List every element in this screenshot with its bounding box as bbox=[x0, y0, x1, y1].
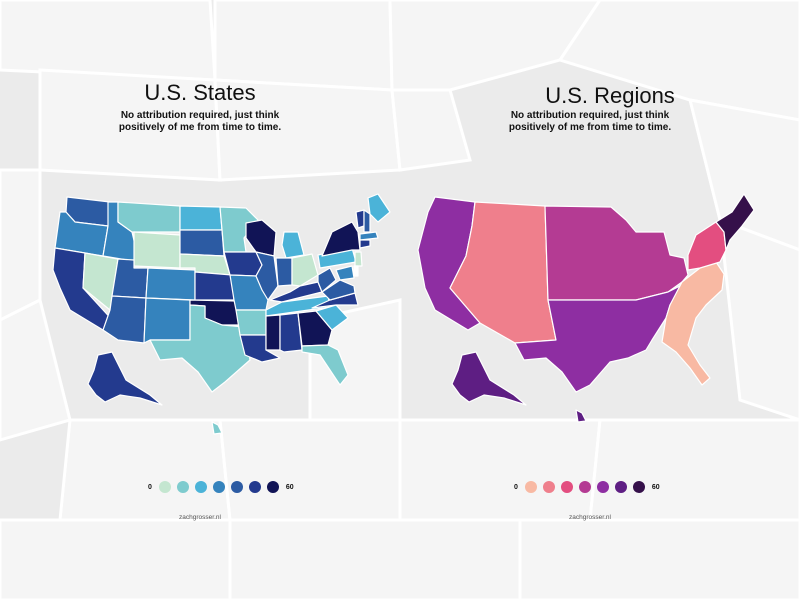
state-colorado[interactable] bbox=[145, 267, 196, 301]
states-legend-swatch-1 bbox=[158, 481, 171, 493]
regions-subtitle-line-1: No attribution required, just think bbox=[510, 110, 670, 121]
state-alabama[interactable] bbox=[279, 312, 303, 353]
state-north-carolina[interactable] bbox=[311, 292, 359, 309]
states-subtitle: No attribution required, just think posi… bbox=[0, 110, 400, 134]
states-legend-swatch-2 bbox=[176, 481, 189, 493]
states-legend: 0 60 bbox=[144, 480, 298, 494]
region-hawaii[interactable] bbox=[575, 409, 587, 423]
regions-legend-min: 0 bbox=[514, 483, 518, 491]
regions-legend-max: 60 bbox=[651, 483, 660, 491]
state-mississippi[interactable] bbox=[265, 314, 281, 351]
regions-legend-swatch-3 bbox=[560, 481, 573, 493]
region-south-atlantic[interactable] bbox=[661, 261, 725, 386]
regions-legend-swatch-5 bbox=[596, 481, 609, 493]
regions-panel: U.S. Regions No attribution required, ju… bbox=[400, 0, 800, 600]
states-legend-max: 60 bbox=[285, 483, 294, 491]
region-new-england[interactable] bbox=[715, 193, 755, 251]
state-vermont[interactable] bbox=[355, 209, 365, 229]
regions-credit: zachgrosser.nl bbox=[569, 514, 611, 521]
regions-legend: 0 60 bbox=[510, 480, 664, 494]
state-iowa[interactable] bbox=[223, 251, 263, 277]
state-maryland[interactable] bbox=[335, 265, 355, 281]
states-legend-swatch-6 bbox=[248, 481, 261, 493]
state-florida[interactable] bbox=[301, 344, 349, 386]
state-north-dakota[interactable] bbox=[179, 205, 223, 231]
state-georgia[interactable] bbox=[297, 310, 333, 347]
regions-legend-swatch-6 bbox=[614, 481, 627, 493]
regions-subtitle: No attribution required, just think posi… bbox=[390, 110, 790, 134]
us-states-map bbox=[52, 193, 391, 435]
region-mid-atlantic[interactable] bbox=[687, 221, 727, 271]
regions-title: U.S. Regions bbox=[545, 83, 675, 108]
states-legend-swatch-7 bbox=[266, 481, 279, 493]
state-delaware[interactable] bbox=[353, 265, 359, 277]
state-ohio[interactable] bbox=[291, 253, 319, 287]
state-michigan[interactable] bbox=[281, 231, 305, 259]
states-subtitle-line-1: No attribution required, just think bbox=[120, 110, 280, 121]
states-title: U.S. States bbox=[144, 80, 256, 105]
state-new-jersey[interactable] bbox=[354, 251, 363, 267]
state-arkansas[interactable] bbox=[235, 309, 267, 336]
state-hawaii[interactable] bbox=[211, 421, 223, 435]
regions-subtitle-line-2: positively of me from time to time. bbox=[508, 122, 672, 133]
state-indiana[interactable] bbox=[275, 257, 293, 287]
region-alaska[interactable] bbox=[451, 351, 527, 406]
state-illinois[interactable] bbox=[255, 251, 279, 301]
state-south-carolina[interactable] bbox=[315, 304, 349, 331]
regions-legend-swatch-4 bbox=[578, 481, 591, 493]
region-midwest[interactable] bbox=[544, 205, 689, 301]
state-new-mexico[interactable] bbox=[143, 297, 191, 344]
states-panel: U.S. States No attribution required, jus… bbox=[0, 80, 400, 521]
state-virginia[interactable] bbox=[321, 279, 356, 301]
regions-legend-swatch-7 bbox=[632, 481, 645, 493]
state-texas[interactable] bbox=[149, 304, 251, 393]
states-legend-min: 0 bbox=[148, 483, 152, 491]
states-credit: zachgrosser.nl bbox=[179, 514, 221, 521]
states-legend-swatch-3 bbox=[194, 481, 207, 493]
state-connecticut[interactable] bbox=[359, 239, 371, 249]
state-montana[interactable] bbox=[117, 201, 181, 233]
state-alaska[interactable] bbox=[87, 351, 163, 406]
state-maine[interactable] bbox=[367, 193, 391, 223]
state-wisconsin[interactable] bbox=[245, 219, 277, 257]
state-west-virginia[interactable] bbox=[317, 267, 337, 293]
state-new-hampshire[interactable] bbox=[363, 209, 371, 233]
states-subtitle-line-2: positively of me from time to time. bbox=[118, 122, 282, 133]
state-wyoming[interactable] bbox=[133, 231, 181, 269]
state-kansas[interactable] bbox=[194, 271, 235, 301]
states-legend-swatch-5 bbox=[230, 481, 243, 493]
states-legend-swatch-4 bbox=[212, 481, 225, 493]
state-massachusetts[interactable] bbox=[359, 231, 379, 241]
state-new-york[interactable] bbox=[321, 221, 361, 257]
state-south-dakota[interactable] bbox=[179, 229, 225, 257]
us-regions-map bbox=[417, 193, 755, 423]
regions-legend-swatch-2 bbox=[542, 481, 555, 493]
regions-legend-swatch-1 bbox=[524, 481, 537, 493]
